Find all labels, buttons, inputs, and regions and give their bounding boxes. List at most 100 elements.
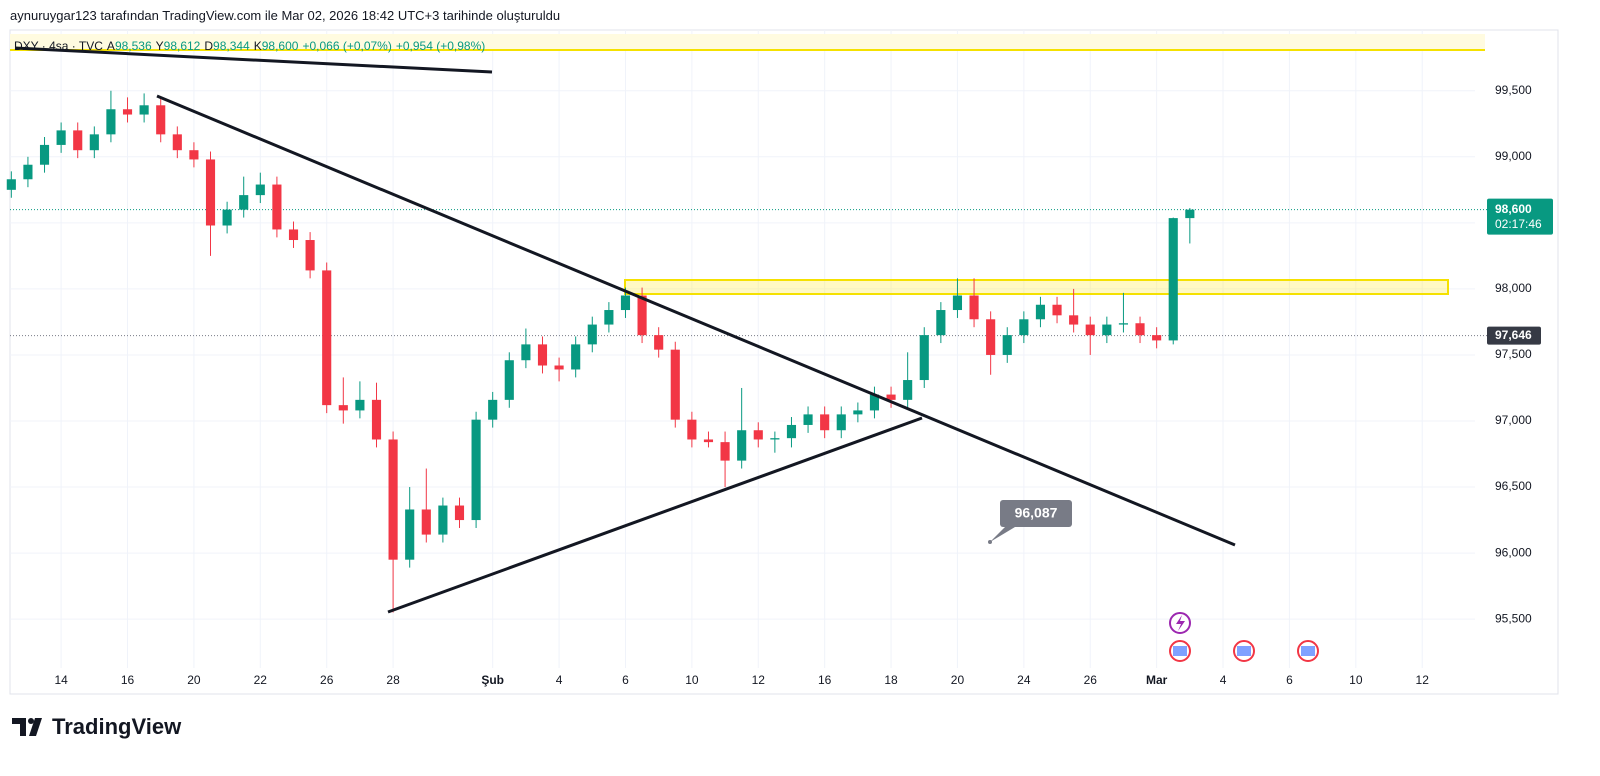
x-tick-label: 12 bbox=[752, 673, 766, 687]
x-tick-label: 26 bbox=[1084, 673, 1098, 687]
candle-body bbox=[869, 394, 880, 411]
candle-body bbox=[537, 344, 548, 366]
candle-body bbox=[703, 439, 714, 443]
field-value: 98,612 bbox=[163, 39, 201, 53]
candle-body bbox=[23, 164, 33, 180]
candle-body bbox=[504, 360, 514, 400]
previous-close-box bbox=[1487, 326, 1541, 345]
ohlc-field: Y98,612 bbox=[156, 39, 201, 53]
candle-body bbox=[952, 295, 963, 311]
y-tick-label: 97,000 bbox=[1495, 413, 1532, 427]
candle-body bbox=[836, 414, 846, 431]
last-price-box bbox=[1487, 198, 1553, 235]
x-tick-label: 22 bbox=[254, 673, 268, 687]
candle-body bbox=[1185, 209, 1195, 219]
x-tick-label: 18 bbox=[884, 673, 898, 687]
previous-close-label: 97,646 bbox=[1495, 328, 1532, 342]
field-key: K bbox=[253, 39, 262, 53]
candle-body bbox=[421, 509, 431, 535]
logo: TradingView bbox=[12, 714, 182, 739]
candle-body bbox=[687, 419, 697, 440]
x-tick-label: 16 bbox=[818, 673, 832, 687]
change-total: +0,954 (+0,98%) bbox=[395, 39, 486, 53]
candle-body bbox=[886, 394, 896, 400]
x-tick-label: 16 bbox=[121, 673, 135, 687]
candle-body bbox=[454, 505, 465, 521]
candle-body bbox=[73, 130, 83, 151]
x-tick-label: 14 bbox=[54, 673, 68, 687]
x-tick-label: 20 bbox=[951, 673, 965, 687]
candle-body bbox=[172, 134, 182, 151]
y-tick-label: 96,500 bbox=[1495, 479, 1532, 493]
ohlc-field: D98,344 bbox=[204, 39, 249, 53]
x-tick-label: 28 bbox=[386, 673, 400, 687]
candle-body bbox=[986, 319, 996, 355]
candle-body bbox=[919, 335, 929, 381]
candle-body bbox=[903, 380, 913, 400]
last-price-label: 98,600 bbox=[1495, 202, 1532, 216]
event-icons bbox=[1169, 612, 1319, 662]
candle-body bbox=[554, 365, 564, 370]
axes: 95,50096,00096,50097,00097,50098,00098,5… bbox=[54, 83, 1553, 687]
candle-body bbox=[1035, 304, 1046, 320]
y-tick-label: 99,000 bbox=[1495, 149, 1532, 163]
candle-body bbox=[1135, 323, 1145, 336]
price-callout: 96,087 bbox=[988, 500, 1072, 544]
candle-body bbox=[56, 130, 66, 145]
candle-body bbox=[853, 410, 863, 415]
x-tick-label: 6 bbox=[1286, 673, 1293, 687]
candle-body bbox=[405, 509, 415, 560]
candle-body bbox=[322, 270, 332, 406]
candle-body bbox=[1168, 218, 1178, 341]
callout-label: 96,087 bbox=[1015, 505, 1058, 521]
candle-body bbox=[272, 184, 282, 230]
candle-body bbox=[1019, 319, 1029, 336]
candle-body bbox=[471, 419, 481, 521]
frame bbox=[9, 29, 1559, 695]
grid bbox=[10, 30, 1487, 668]
x-tick-label: 20 bbox=[187, 673, 201, 687]
candle-body bbox=[1052, 304, 1062, 316]
trend-line bbox=[156, 94, 1236, 547]
candle-body bbox=[388, 439, 398, 560]
candle-body bbox=[288, 229, 299, 241]
x-tick-label: 4 bbox=[556, 673, 563, 687]
candle-body bbox=[604, 310, 614, 325]
candle-body bbox=[786, 424, 797, 439]
symbol: DXY · 4sa · TVC bbox=[14, 39, 103, 53]
candle-body bbox=[239, 195, 249, 210]
candle-body bbox=[620, 295, 631, 311]
x-tick-label: 12 bbox=[1416, 673, 1430, 687]
x-tick-label: Mar bbox=[1146, 673, 1168, 687]
candle-body bbox=[936, 310, 946, 336]
candle-body bbox=[338, 405, 348, 411]
candle-body bbox=[355, 399, 365, 411]
candles bbox=[6, 90, 1195, 613]
x-tick-label: 4 bbox=[1220, 673, 1227, 687]
trend-line bbox=[387, 416, 923, 614]
y-tick-label: 99,500 bbox=[1495, 83, 1532, 97]
candle-body bbox=[106, 109, 116, 135]
field-key: A bbox=[106, 39, 115, 53]
legend: DXY · 4sa · TVC A98,536 Y98,612 D98,344 K 98… bbox=[14, 39, 485, 53]
candle-body bbox=[1069, 315, 1079, 325]
x-tick-label: Şub bbox=[481, 673, 504, 687]
candle-body bbox=[670, 349, 680, 420]
x-tick-label: 6 bbox=[622, 673, 629, 687]
candle-body bbox=[488, 399, 498, 420]
trend-line bbox=[14, 46, 493, 74]
candle-body bbox=[39, 144, 50, 165]
y-tick-label: 96,000 bbox=[1495, 545, 1532, 559]
candle-body bbox=[255, 184, 265, 196]
candle-body bbox=[1118, 323, 1129, 325]
candle-body bbox=[6, 179, 16, 190]
candle-body bbox=[371, 399, 382, 440]
candle-body bbox=[1085, 324, 1095, 336]
field-key: Y bbox=[155, 39, 164, 53]
ohlc-fields: A98,536 Y98,612 D98,344 K98,600 bbox=[107, 39, 299, 53]
candle-body bbox=[820, 414, 830, 431]
field-value: 98,536 bbox=[114, 39, 152, 53]
candle-body bbox=[637, 295, 647, 336]
